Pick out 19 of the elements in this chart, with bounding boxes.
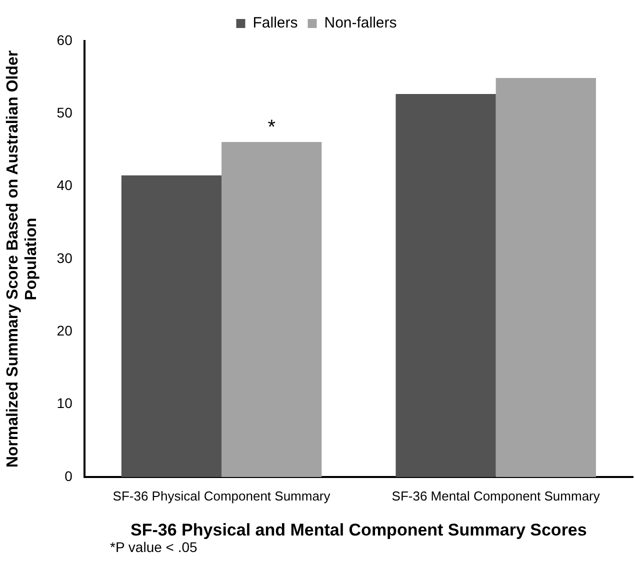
- bar: [396, 94, 496, 477]
- y-tick-label: 50: [56, 104, 73, 121]
- x-tick-label: SF-36 Mental Component Summary: [392, 488, 600, 504]
- annotation: *: [268, 116, 276, 139]
- x-tick-label: SF-36 Physical Component Summary: [112, 488, 331, 504]
- y-tick-label: 60: [56, 32, 73, 48]
- bar: [121, 175, 222, 477]
- bar: [496, 78, 596, 477]
- y-tick-label: 20: [56, 322, 73, 339]
- legend-label: Fallers: [252, 14, 298, 32]
- y-tick-label: 10: [56, 395, 73, 412]
- legend-label: Non-fallers: [324, 14, 397, 32]
- text: *P value < .05: [110, 539, 198, 555]
- x-axis-title: SF-36 Physical and Mental Component Summary Scores: [130, 520, 587, 540]
- y-tick-label: 40: [56, 177, 73, 194]
- y-tick-label: 30: [56, 250, 73, 266]
- y-tick-label: 0: [64, 468, 73, 484]
- y-axis-title: Normalized Summary Score Based on Australian Older Population: [4, 50, 40, 468]
- bar: [222, 142, 322, 477]
